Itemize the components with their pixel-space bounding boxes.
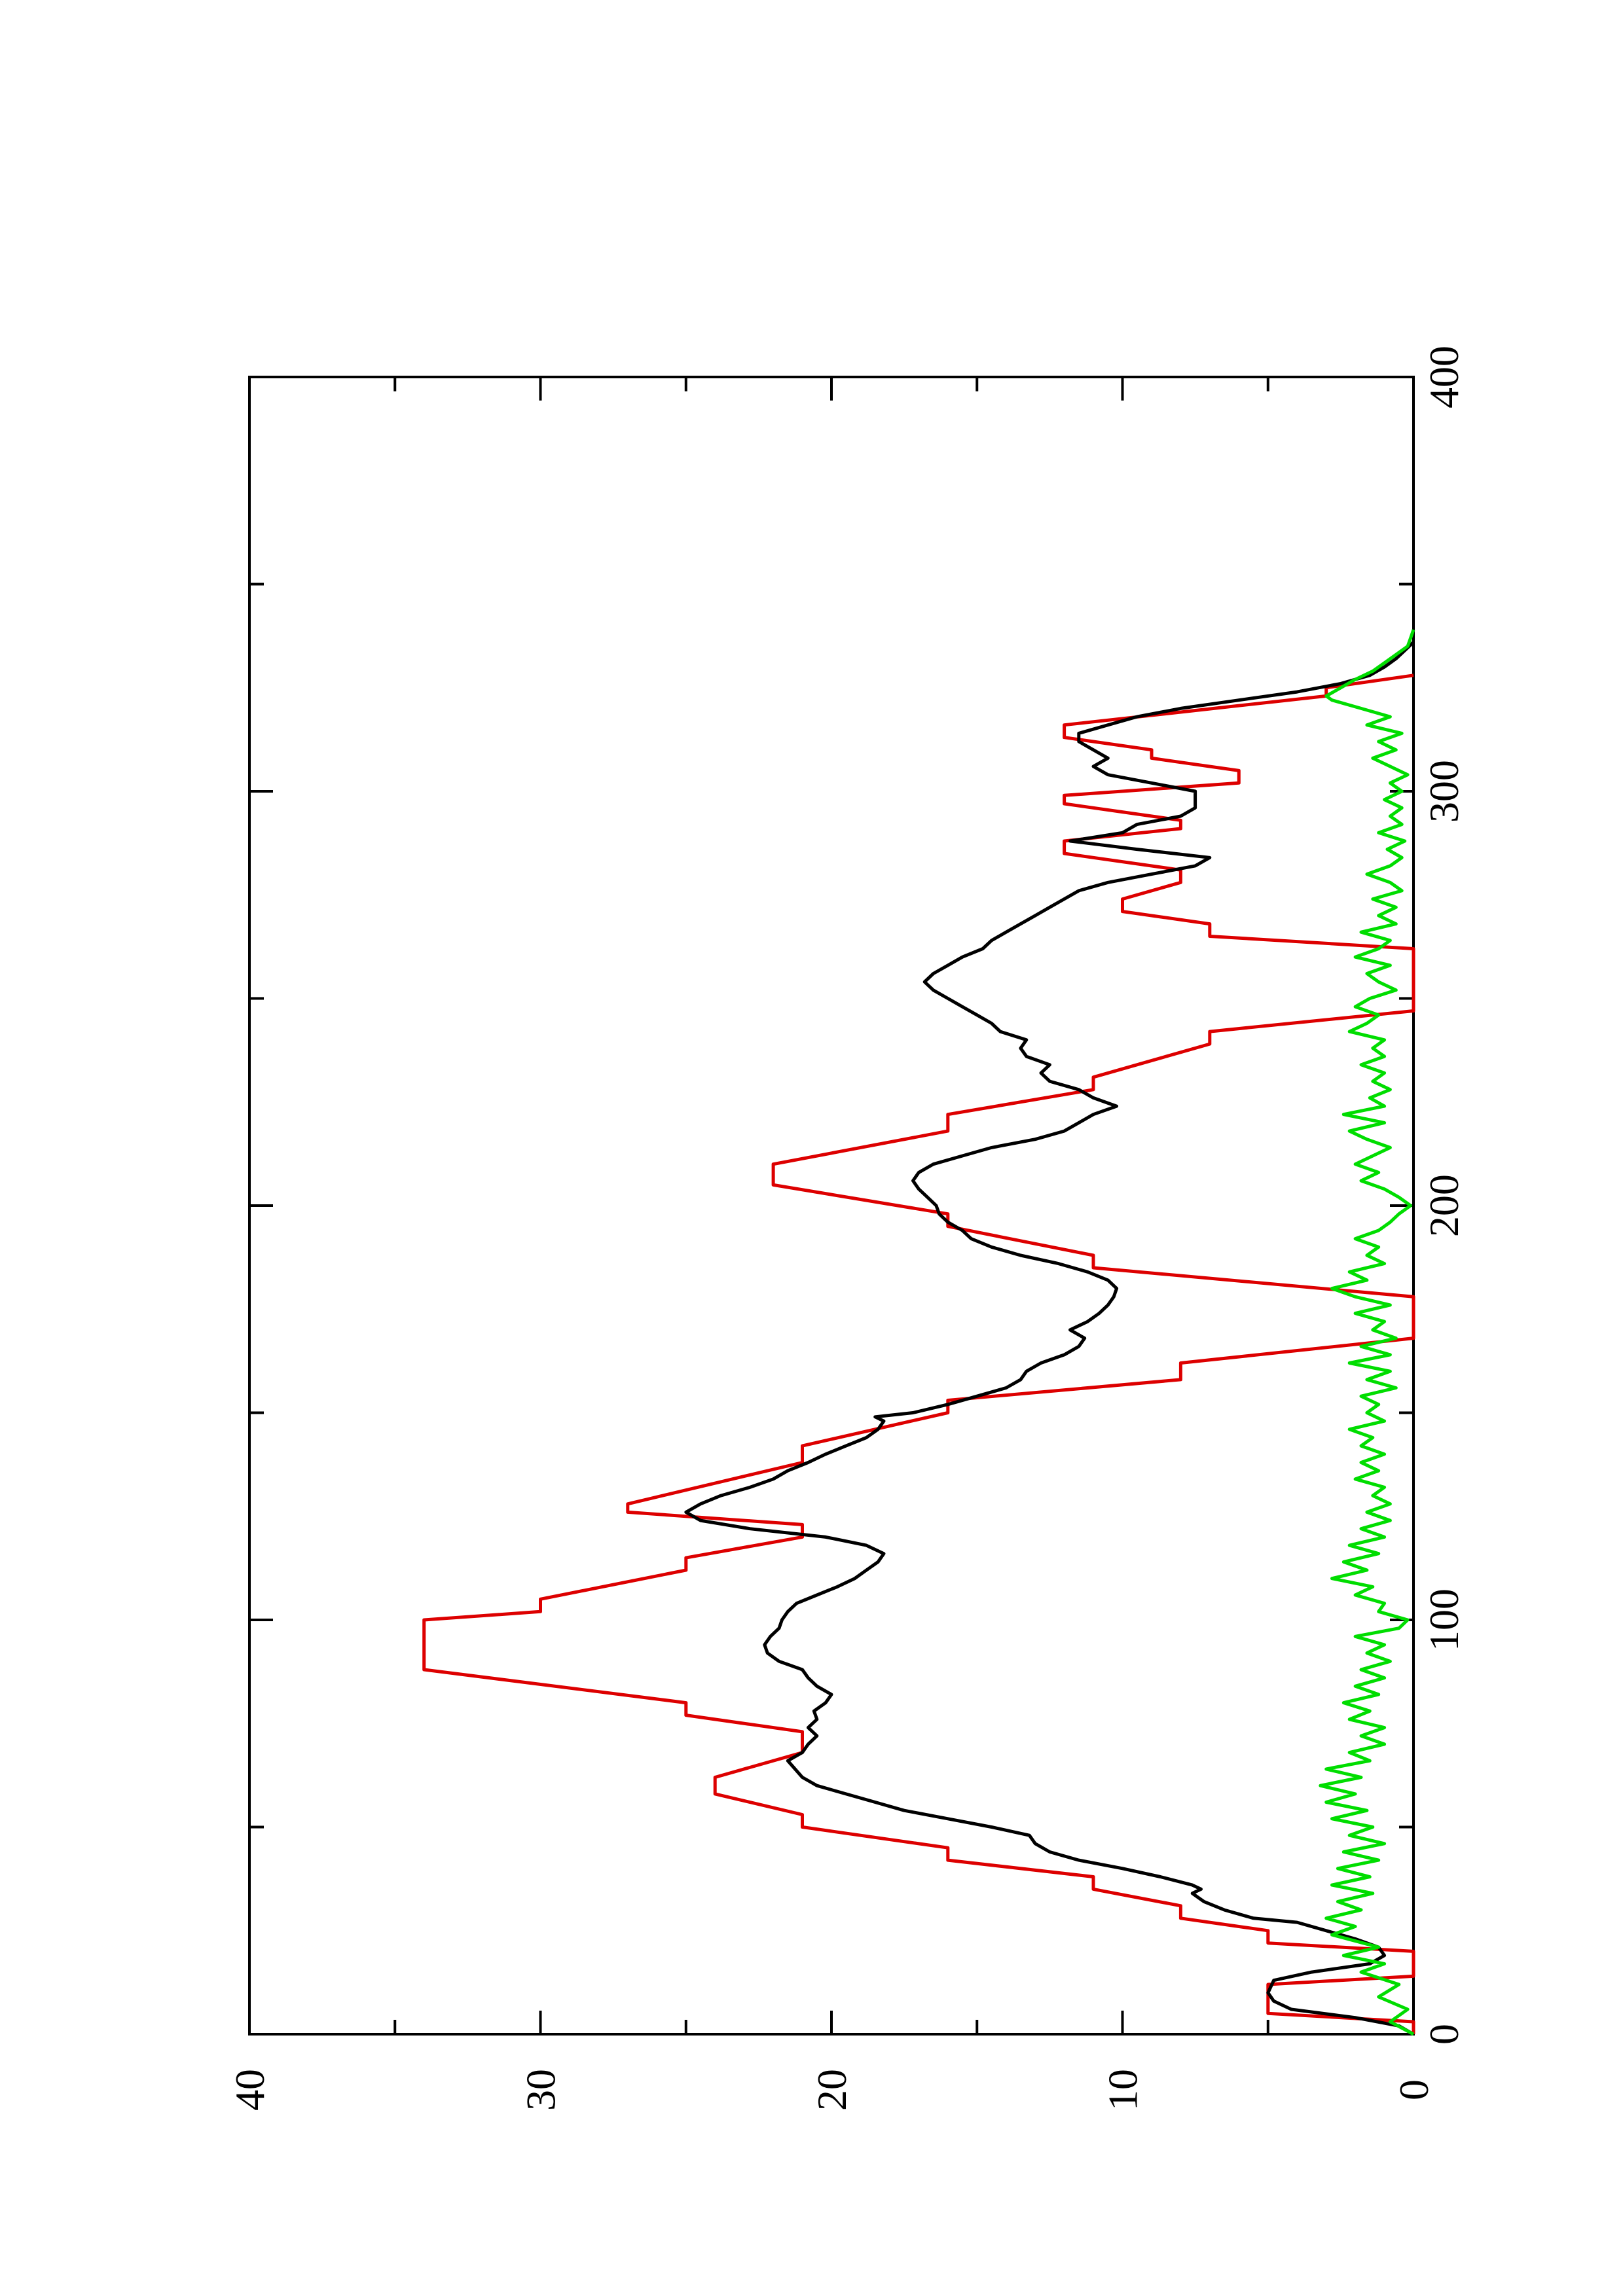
tick-labels: 0 100 200 300 400 0 10 20 30 40 xyxy=(227,346,1467,2111)
axis-ticks xyxy=(249,377,1413,2034)
plot-frame xyxy=(248,376,1415,2036)
x-tick-label: 100 xyxy=(1421,1588,1467,1651)
series-line-3 xyxy=(1319,629,1415,2036)
series-group xyxy=(422,629,1415,2036)
x-tick-label: 400 xyxy=(1421,346,1467,408)
series-line-2 xyxy=(684,641,1415,2036)
series-line-1 xyxy=(422,673,1415,2034)
x-tick-label: 0 xyxy=(1421,2024,1467,2045)
y-tick-label: 10 xyxy=(1100,2069,1146,2111)
x-tick-label: 300 xyxy=(1421,760,1467,823)
x-tick-label: 200 xyxy=(1421,1174,1467,1237)
y-tick-label: 30 xyxy=(518,2069,564,2111)
y-tick-label: 40 xyxy=(227,2069,273,2111)
y-tick-label: 20 xyxy=(809,2069,855,2111)
y-tick-label: 0 xyxy=(1391,2079,1437,2100)
